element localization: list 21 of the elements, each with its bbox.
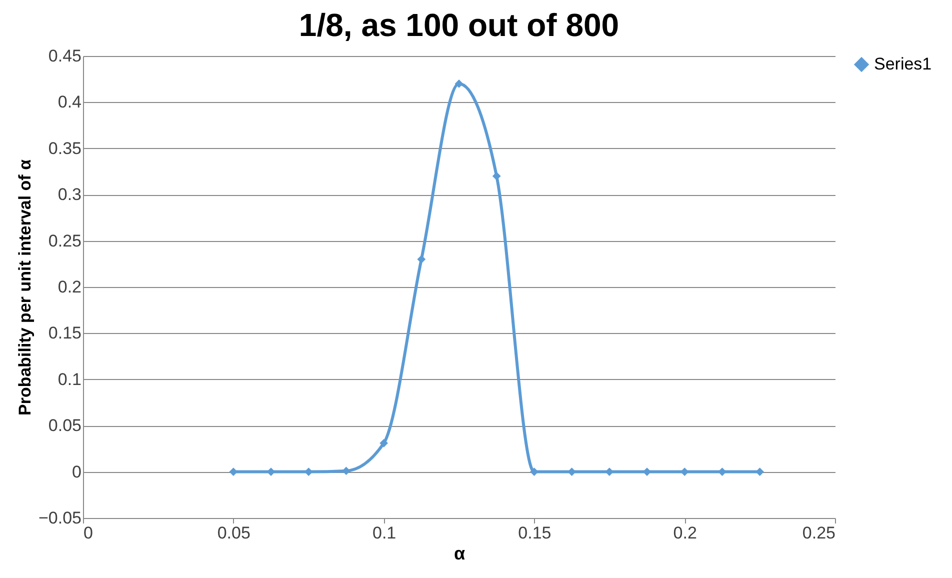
- y-tick-label: 0.2: [58, 278, 82, 296]
- chart-title: 1/8, as 100 out of 800: [298, 7, 620, 43]
- x-tick-label: 0.05: [217, 524, 250, 542]
- y-tick-label: 0.45: [48, 46, 82, 66]
- y-tick-label: 0.35: [48, 138, 82, 158]
- y-tick-label: 0.25: [48, 231, 82, 250]
- y-tick-label: 0.1: [58, 370, 82, 389]
- y-tick-label: 0.05: [48, 416, 82, 436]
- x-tick-label: 0.25: [802, 524, 836, 542]
- legend-label: Series1: [874, 54, 932, 74]
- y-tick-label: 0.4: [58, 92, 82, 112]
- x-tick-label: 0: [84, 524, 93, 542]
- y-axis-title: Probability per unit interval of α: [15, 158, 34, 416]
- y-tick-label: 0: [72, 462, 82, 482]
- y-tick-label: 0.3: [58, 185, 82, 204]
- x-axis-title: α: [454, 544, 466, 564]
- x-tick-label: 0.2: [673, 524, 697, 542]
- y-tick-label: −0.05: [38, 508, 82, 528]
- x-tick-label: 0.1: [372, 524, 396, 542]
- x-tick-label: 0.15: [518, 524, 552, 542]
- y-tick-label: 0.15: [48, 324, 82, 343]
